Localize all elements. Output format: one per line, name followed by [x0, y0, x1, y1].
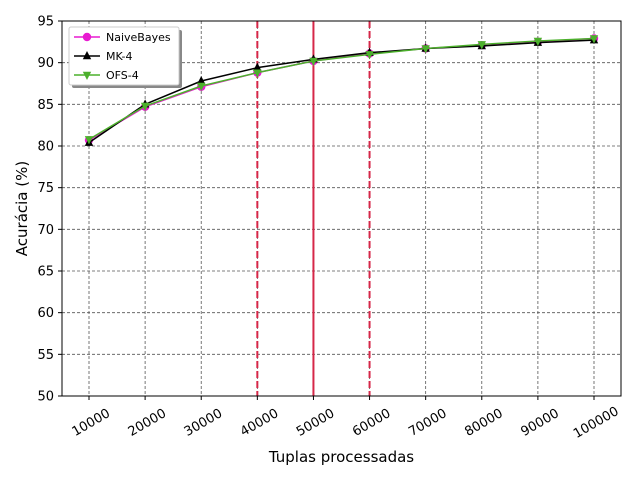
- legend-box: [68, 26, 180, 86]
- legend-label: NaiveBayes: [106, 31, 171, 44]
- data-point: [365, 51, 374, 60]
- legend-label: OFS-4: [106, 69, 139, 82]
- series-OFS-4: [84, 35, 599, 145]
- series-group: [84, 34, 599, 146]
- legend-item-NaiveBayes: NaiveBayes: [74, 31, 171, 44]
- legend-item-MK-4: MK-4: [74, 50, 133, 63]
- data-point: [533, 37, 543, 46]
- legend-item-OFS-4: OFS-4: [74, 69, 139, 82]
- x-tick-label: 20000: [126, 406, 169, 440]
- data-point: [309, 57, 318, 66]
- y-tick-label: 65: [37, 265, 54, 280]
- data-point: [197, 76, 206, 85]
- y-tick-label: 55: [37, 348, 54, 363]
- x-tick-label: 40000: [238, 406, 281, 440]
- x-tick-label: 100000: [571, 404, 621, 442]
- reference-lines: [256, 21, 371, 396]
- y-axis-title: Acurácia (%): [13, 161, 31, 256]
- x-tick-label: 60000: [350, 406, 393, 440]
- y-tick-label: 95: [37, 15, 54, 30]
- x-tick-label: 10000: [70, 406, 113, 440]
- x-axis-title: Tuplas processadas: [268, 448, 414, 466]
- x-tick-label: 30000: [182, 406, 225, 440]
- x-tick-label: 70000: [406, 406, 449, 440]
- y-tick-label: 70: [37, 223, 54, 238]
- data-point: [421, 45, 430, 54]
- data-point: [253, 62, 262, 71]
- data-point: [197, 82, 206, 91]
- data-point: [140, 102, 150, 111]
- x-axis-ticks: 10000 20000 30000 40000 50000 60000 70000 80000…: [70, 396, 621, 442]
- legend-label: MK-4: [106, 50, 133, 63]
- data-point: [84, 136, 94, 145]
- y-tick-label: 50: [37, 390, 54, 405]
- series-line: [88, 37, 595, 140]
- data-point: [253, 69, 262, 78]
- x-tick-label: 50000: [294, 406, 337, 440]
- legend-marker: [82, 51, 92, 60]
- x-tick-label: 90000: [518, 406, 561, 440]
- y-tick-label: 80: [37, 140, 54, 155]
- y-axis-ticks: 50 55 60 65 70 75 80 85 90 95: [37, 15, 62, 405]
- legend-marker: [82, 71, 92, 80]
- y-tick-label: 60: [37, 306, 54, 321]
- y-tick-label: 85: [37, 98, 54, 113]
- x-tick-label: 80000: [462, 406, 505, 440]
- y-tick-label: 75: [37, 181, 54, 196]
- plot-area-frame: [61, 20, 622, 397]
- data-point: [589, 35, 599, 44]
- legend: NaiveBayes MK-4 OFS-4: [68, 26, 182, 88]
- y-tick-label: 90: [37, 56, 54, 71]
- data-point: [477, 41, 486, 50]
- legend-marker: [82, 32, 92, 42]
- series-line: [88, 39, 595, 144]
